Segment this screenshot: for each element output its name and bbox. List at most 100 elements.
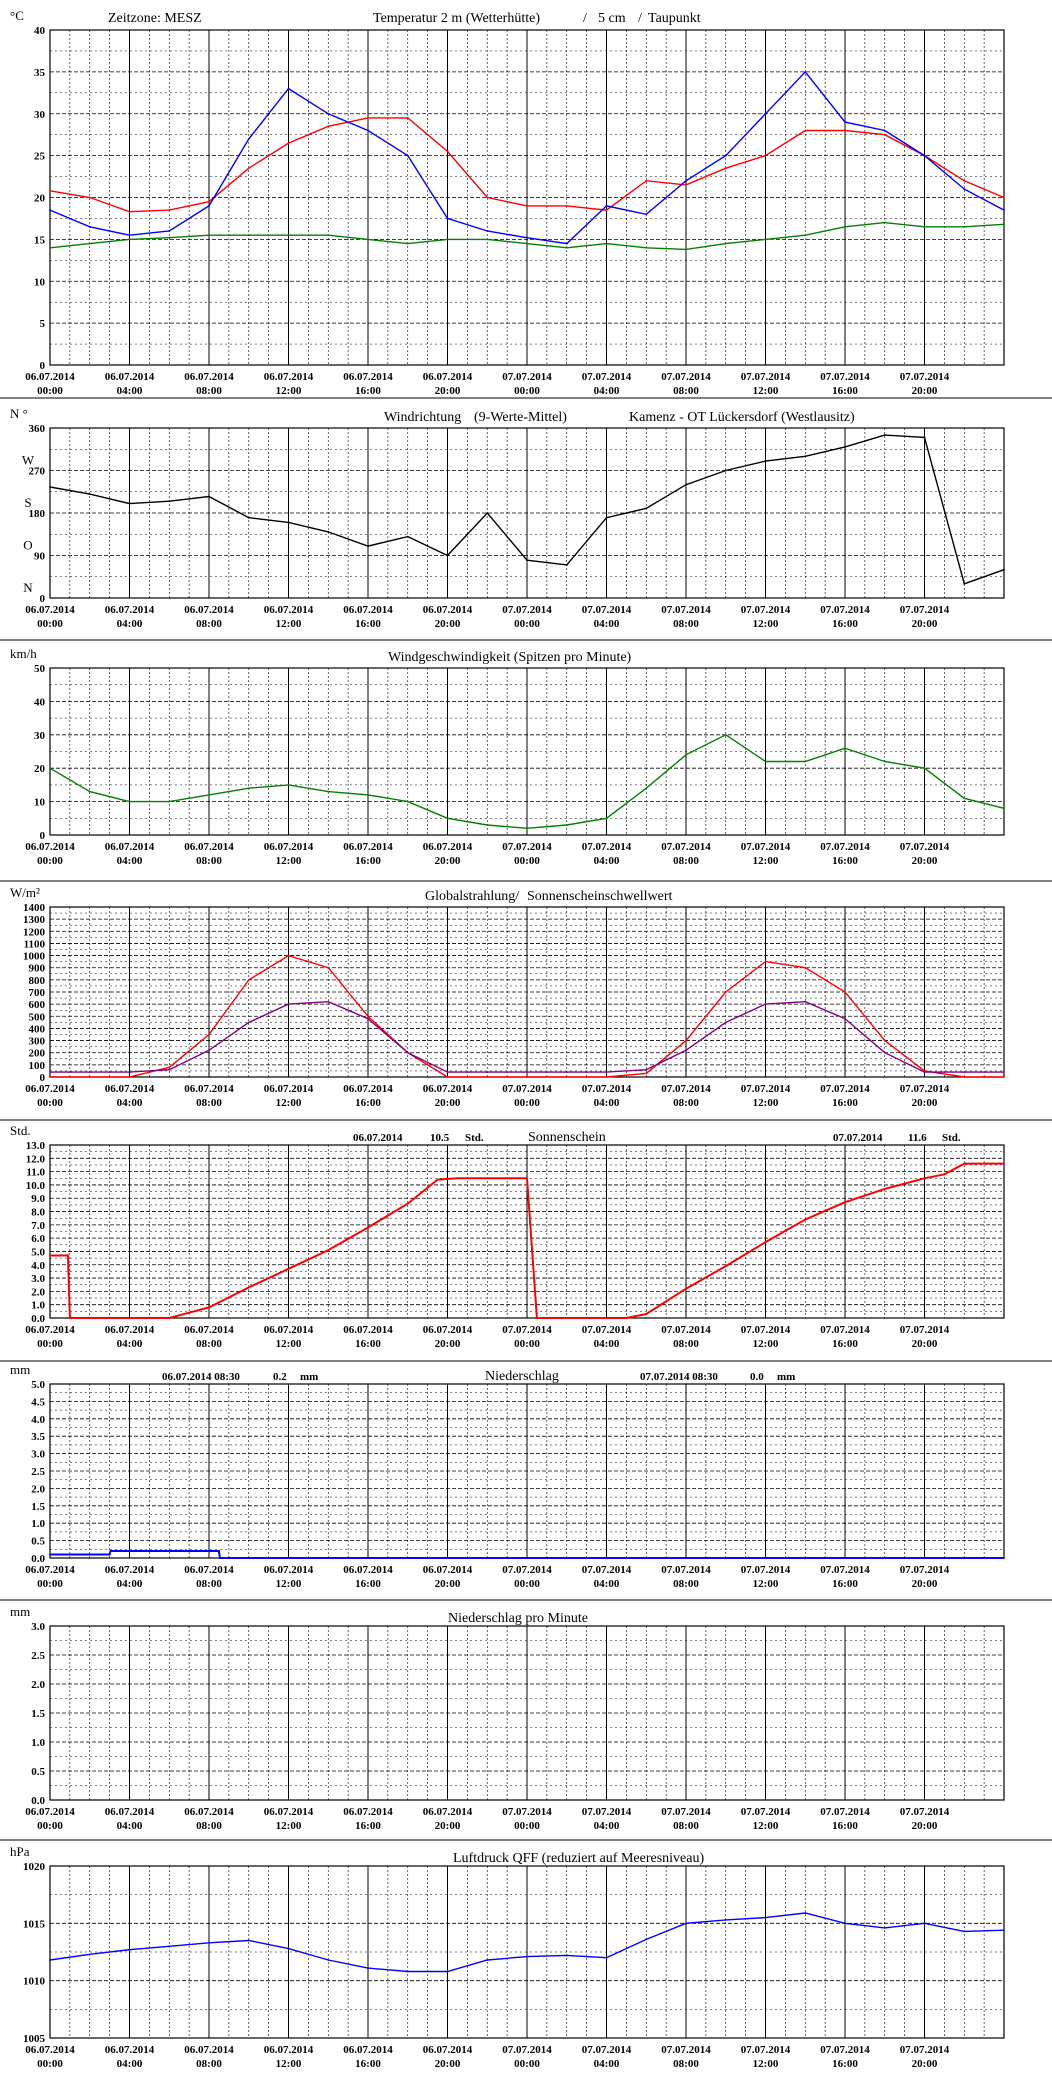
x-tick-date: 06.07.2014 <box>25 841 75 853</box>
direction-label: W <box>22 453 35 468</box>
plot-frame <box>49 1144 1005 1319</box>
x-tick-time: 08:00 <box>673 1820 699 1832</box>
point-threshold <box>804 1000 807 1003</box>
x-tick-time: 00:00 <box>514 1097 540 1109</box>
y-tick-label: 900 <box>29 963 46 975</box>
y-tick-label: 800 <box>29 975 46 987</box>
x-tick-time: 12:00 <box>753 385 779 397</box>
point-global <box>804 966 807 969</box>
point-temp_5cm <box>208 204 210 207</box>
x-tick-time: 20:00 <box>435 618 461 630</box>
x-tick-time: 08:00 <box>673 618 699 630</box>
point-global <box>764 960 767 963</box>
x-tick-time: 12:00 <box>753 1097 779 1109</box>
point-dewpoint <box>406 242 409 245</box>
y-tick-label: 0 <box>40 830 46 842</box>
chart-title-part: Zeitzone: MESZ <box>108 11 202 26</box>
x-tick-time: 04:00 <box>117 618 143 630</box>
point-temp_5cm <box>605 204 608 207</box>
point-rain <box>108 1553 111 1556</box>
point-mean <box>88 493 91 496</box>
y-tick-label: 13.0 <box>26 1140 46 1152</box>
plot-frame <box>49 1865 1005 2039</box>
x-tick-time: 20:00 <box>435 855 461 867</box>
annotation-value: 0.0 <box>750 1371 764 1383</box>
point-temp_5cm <box>327 112 330 115</box>
x-tick-date: 06.07.2014 <box>105 1564 155 1576</box>
x-tick-date: 07.07.2014 <box>741 841 791 853</box>
y-tick-label: 180 <box>29 508 46 520</box>
x-tick-date: 06.07.2014 <box>264 371 314 383</box>
x-tick-time: 12:00 <box>276 618 302 630</box>
y-tick-label: 0.0 <box>31 1313 45 1325</box>
y-tick-label: 200 <box>29 1048 46 1060</box>
y-tick-label: 2.0 <box>31 1286 45 1298</box>
x-tick-date: 07.07.2014 <box>582 1806 632 1818</box>
point-global <box>685 1039 687 1042</box>
y-tick-label: 1000 <box>23 951 46 963</box>
point-qff <box>128 1948 131 1951</box>
y-tick-label: 500 <box>29 1011 46 1023</box>
point-sun <box>963 1162 966 1165</box>
x-tick-time: 04:00 <box>594 618 620 630</box>
point-qff <box>367 1967 369 1969</box>
point-sun <box>436 1178 439 1181</box>
y-tick-label: 90 <box>34 551 46 563</box>
x-tick-time: 20:00 <box>912 855 938 867</box>
y-tick-label: 1.0 <box>31 1300 45 1312</box>
y-tick-label: 1010 <box>23 1976 46 1988</box>
x-tick-time: 20:00 <box>435 385 461 397</box>
point-temp_2m <box>287 142 290 144</box>
x-tick-date: 06.07.2014 <box>343 1083 393 1095</box>
y-tick-label: 5 <box>40 318 46 330</box>
x-tick-time: 08:00 <box>196 1097 222 1109</box>
point-mean <box>883 434 886 436</box>
point-gust <box>49 767 51 770</box>
y-tick-label: 15 <box>34 234 46 246</box>
point-qff <box>208 1941 210 1944</box>
x-tick-date: 06.07.2014 <box>25 2044 75 2056</box>
x-tick-date: 06.07.2014 <box>105 371 155 383</box>
point-rain <box>219 1557 221 1559</box>
precip_min-chart: 0.0 0.5 1.0 1.5 2.0 2.5 3.0mm 06.07.2014 00:00 06… <box>10 1604 1005 1832</box>
unit-label: hPa <box>10 1844 30 1859</box>
point-dewpoint <box>844 225 846 228</box>
x-tick-date: 07.07.2014 <box>820 604 870 616</box>
x-tick-time: 08:00 <box>673 855 699 867</box>
x-tick-time: 16:00 <box>355 1820 381 1832</box>
point-qff <box>685 1922 687 1925</box>
point-threshold <box>168 1068 171 1071</box>
point-temp_5cm <box>804 70 807 73</box>
point-qff <box>406 1970 409 1973</box>
x-tick-date: 06.07.2014 <box>25 604 75 616</box>
point-sun <box>66 1254 69 1257</box>
point-sun <box>49 1254 51 1257</box>
x-tick-time: 12:00 <box>276 1338 302 1350</box>
y-tick-label: 30 <box>34 730 46 742</box>
chart-title-part: Sonnenschein <box>528 1130 606 1145</box>
point-dewpoint <box>168 236 171 239</box>
x-tick-date: 07.07.2014 <box>900 1324 950 1336</box>
x-tick-date: 06.07.2014 <box>105 1083 155 1095</box>
point-dewpoint <box>685 248 687 251</box>
point-temp_2m <box>446 150 449 153</box>
point-sun <box>68 1317 71 1319</box>
x-tick-time: 20:00 <box>912 618 938 630</box>
chart-title-part: Niederschlag <box>485 1369 559 1384</box>
annotation-date: 06.07.2014 <box>353 1132 403 1144</box>
y-tick-label: 3.0 <box>31 1449 45 1461</box>
x-tick-date: 06.07.2014 <box>423 841 473 853</box>
x-tick-time: 04:00 <box>594 2058 620 2070</box>
x-tick-date: 06.07.2014 <box>264 841 314 853</box>
point-threshold <box>208 1049 210 1052</box>
x-tick-date: 06.07.2014 <box>25 1806 75 1818</box>
point-global <box>486 1076 489 1078</box>
x-tick-time: 04:00 <box>594 1820 620 1832</box>
annotation-value: 10.5 <box>430 1132 450 1144</box>
annotation-value: 0.2 <box>273 1371 287 1383</box>
x-tick-time: 08:00 <box>196 2058 222 2070</box>
chart-title-part: Luftdruck QFF (reduziert auf Meeresnivea… <box>453 1851 704 1866</box>
point-threshold <box>526 1071 528 1074</box>
x-tick-date: 07.07.2014 <box>820 841 870 853</box>
annotation-date: 07.07.2014 08:30 <box>640 1371 718 1383</box>
